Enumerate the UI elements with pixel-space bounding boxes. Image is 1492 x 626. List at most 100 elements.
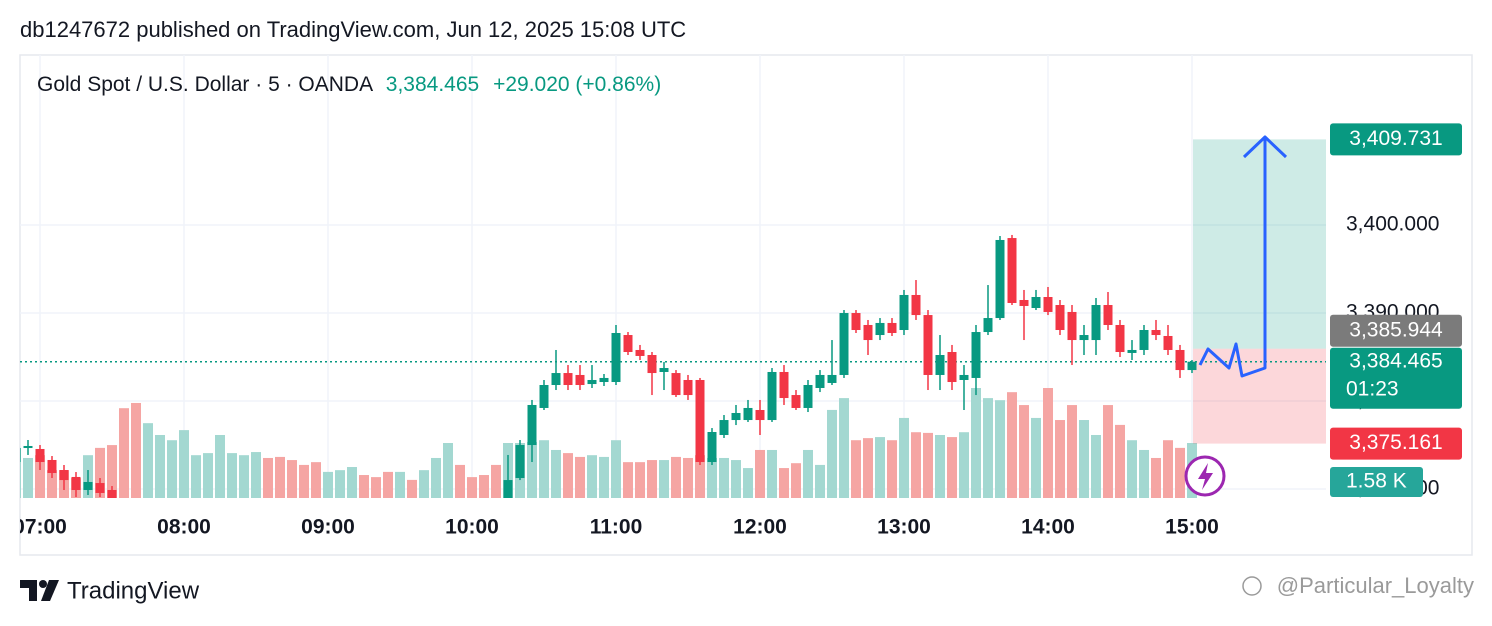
- volume-bar: [359, 475, 369, 498]
- volume-bar: [263, 457, 273, 498]
- price-tags: 3,409.731 3,385.944 3,384.465 01:23 3,375.16…: [1330, 123, 1462, 497]
- candle-body: [1031, 297, 1041, 309]
- volume-bar: [383, 471, 393, 498]
- volume-bar: [323, 471, 333, 498]
- loss-zone: [1193, 348, 1326, 444]
- candle-body: [995, 239, 1005, 319]
- x-tick-label: 11:00: [590, 516, 643, 539]
- volume-bar: [803, 449, 813, 498]
- candle-body: [1187, 361, 1197, 371]
- entry-tag-bg: [1330, 314, 1462, 347]
- brand-name: TradingView: [67, 577, 200, 604]
- volume-bar: [335, 470, 345, 498]
- volume-bar: [1019, 405, 1029, 498]
- last-price-tag: 3,384.465: [1349, 349, 1442, 372]
- watermark-icon: [1242, 576, 1262, 596]
- volume-bar: [575, 456, 585, 498]
- volume-bar: [671, 456, 681, 498]
- candle-body: [551, 373, 561, 386]
- volume-bar: [1139, 449, 1149, 498]
- volume-bar: [659, 460, 669, 498]
- candle-body: [1163, 335, 1173, 350]
- volume-bar: [707, 457, 717, 498]
- candle-body: [1019, 299, 1029, 306]
- volume-bar: [743, 468, 753, 498]
- candle-body: [1139, 330, 1149, 350]
- volume-bar: [47, 470, 57, 498]
- volume-bar: [839, 398, 849, 498]
- candle-body: [587, 379, 597, 385]
- volume-bar: [887, 440, 897, 498]
- volume-bar: [467, 477, 477, 498]
- volume-bar: [1103, 405, 1113, 498]
- symbol-title: Gold Spot / U.S. Dollar · 5 · OANDA: [37, 73, 373, 96]
- volume-bar: [551, 449, 561, 498]
- icon-bolt[interactable]: [1198, 463, 1213, 490]
- volume-bar: [971, 388, 981, 498]
- profit-zone: [1193, 139, 1326, 349]
- volume-bar: [119, 408, 129, 498]
- volume-bar: [215, 434, 225, 498]
- candle-body: [95, 483, 105, 493]
- candle-body: [1115, 324, 1125, 353]
- volume-bar: [491, 464, 501, 498]
- volume-bar: [203, 453, 213, 498]
- logo-part: [39, 580, 47, 588]
- watermark: @Particular_Loyalty: [1277, 573, 1474, 598]
- volume-bar: [299, 464, 309, 498]
- logo-part: [41, 580, 59, 601]
- candle-body: [1067, 311, 1077, 341]
- volume-bar: [395, 471, 405, 498]
- volume-bar: [623, 462, 633, 498]
- volume-bar: [599, 456, 609, 498]
- volume-bar: [563, 453, 573, 498]
- volume-bar: [695, 455, 705, 498]
- last-price-tag-bg: [1330, 347, 1462, 409]
- candle-body: [1079, 335, 1089, 341]
- candle-body: [503, 480, 513, 498]
- candle-body: [35, 448, 45, 463]
- volume-bar: [755, 449, 765, 498]
- candle-body: [671, 373, 681, 396]
- candle-body: [947, 352, 957, 383]
- volume-tag-bg: [1330, 467, 1423, 497]
- candle-body: [899, 294, 909, 331]
- volume-bar: [1007, 392, 1017, 498]
- candle-body: [539, 385, 549, 408]
- volume-bar: [683, 457, 693, 498]
- volume-bar: [923, 432, 933, 498]
- volume-bar: [275, 456, 285, 498]
- x-tick-label: 10:00: [445, 516, 499, 539]
- candle-body: [971, 332, 981, 378]
- volume-bar: [791, 463, 801, 498]
- candle-body: [1151, 330, 1161, 336]
- candle-body: [887, 322, 897, 333]
- candle-body: [623, 335, 633, 353]
- y-tick-label: 3,400.000: [1346, 213, 1439, 236]
- volume-bar: [155, 434, 165, 498]
- volume-bar: [767, 449, 777, 498]
- volume-bar: [983, 398, 993, 498]
- candle-body: [23, 445, 33, 449]
- candle-body: [1043, 297, 1053, 312]
- volume-bar: [131, 402, 141, 498]
- volume-bar: [191, 455, 201, 498]
- candle-body: [107, 489, 117, 498]
- volume-bar: [779, 468, 789, 498]
- volume-bar: [455, 464, 465, 498]
- candle-body: [59, 470, 69, 481]
- volume-bar: [935, 434, 945, 498]
- target-tag: 3,409.731: [1349, 127, 1442, 150]
- volume-bar: [143, 423, 153, 498]
- volume-bar: [899, 417, 909, 498]
- candle-body: [707, 431, 717, 463]
- volume-bar: [371, 477, 381, 498]
- candle-body: [779, 371, 789, 399]
- lightning-icon[interactable]: [1184, 455, 1226, 497]
- candle-body: [1127, 349, 1137, 353]
- volume-bar: [1127, 440, 1137, 498]
- volume-bar: [23, 457, 33, 498]
- volume-bar: [479, 475, 489, 498]
- candle-body: [635, 349, 645, 356]
- volume-bar: [1091, 434, 1101, 498]
